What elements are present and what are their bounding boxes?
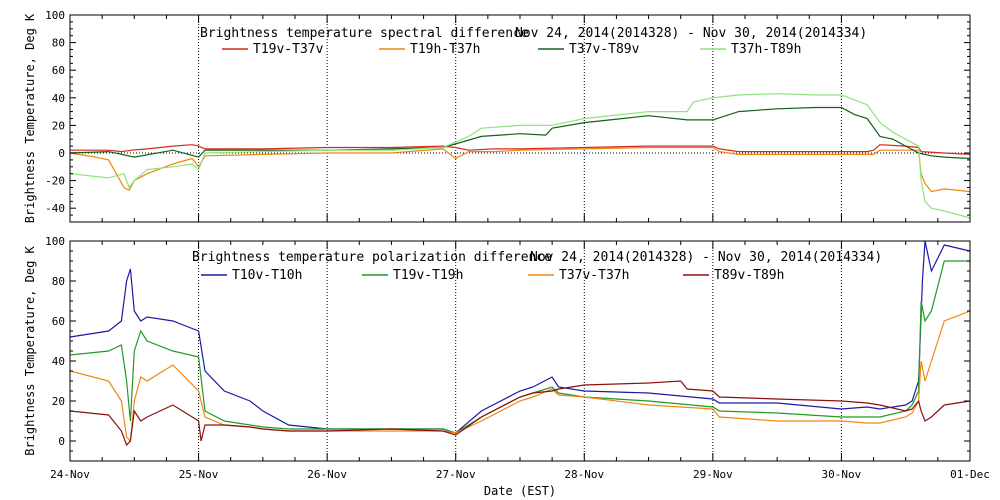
spectral-series-line-t19v-t37v	[70, 144, 970, 155]
polarization-series-line-t10v-t10h	[70, 241, 970, 434]
spectral-legend-label: T37h-T89h	[731, 42, 801, 57]
x-tick-label: 25-Nov	[179, 468, 219, 481]
spectral-legend: T19v-T37v T19h-T37h T37v-T89v T37h-T89h	[222, 42, 801, 57]
x-tick-label: 27-Nov	[436, 468, 476, 481]
spectral-ytick-label: 80	[52, 37, 65, 50]
spectral-legend-label: T19h-T37h	[410, 42, 480, 57]
polarization-panel-title: Brightness temperature polarization diff…	[192, 250, 552, 265]
polarization-legend-label: T89v-T89h	[714, 268, 784, 283]
polarization-ytick-label: 80	[52, 275, 65, 288]
x-axis-tick-labels: 24-Nov 25-Nov 26-Nov 27-Nov 28-Nov 29-Nov 30-N…	[50, 468, 990, 481]
spectral-series-line-t19h-t37h	[70, 146, 970, 193]
polarization-legend-label: T10v-T10h	[232, 268, 302, 283]
spectral-plot-frame	[69, 14, 971, 223]
x-tick-label: 30-Nov	[822, 468, 862, 481]
spectral-ytick-label: 0	[58, 147, 65, 160]
polarization-y-axis-label: Brightness Temperature, Deg K	[23, 245, 37, 455]
polarization-series-line-t19v-t19h	[70, 260, 970, 434]
polarization-ytick-label: 20	[52, 395, 65, 408]
spectral-series-line-t37h-t89h	[70, 93, 970, 219]
polarization-legend-label: T19v-T19h	[393, 268, 463, 283]
polarization-ytick-label: 0	[58, 435, 65, 448]
x-tick-label: 26-Nov	[307, 468, 347, 481]
polarization-panel: 0 20 40 60 80 100 Brightness temperature pola…	[23, 235, 971, 462]
polarization-ytick-label: 100	[45, 235, 65, 248]
x-axis-title: Date (EST)	[484, 484, 556, 498]
x-tick-label: 29-Nov	[693, 468, 733, 481]
spectral-legend-label: T37v-T89v	[569, 42, 640, 57]
spectral-ytick-label: 40	[52, 92, 65, 105]
polarization-series-line-t89v-t89h	[70, 380, 970, 447]
x-tick-label: 28-Nov	[564, 468, 604, 481]
spectral-ytick-label: -20	[45, 175, 65, 188]
spectral-ytick-label: -40	[45, 202, 65, 215]
spectral-y-axis-label: Brightness Temperature, Deg K	[23, 13, 37, 223]
spectral-ytick-label: 100	[45, 9, 65, 22]
x-tick-label: 01-Dec	[950, 468, 990, 481]
spectral-ytick-label: 20	[52, 119, 65, 132]
polarization-panel-date-range: Nov 24, 2014(2014328) - Nov 30, 2014(201…	[530, 250, 882, 265]
polarization-ytick-label: 60	[52, 315, 65, 328]
polarization-plot-frame	[69, 240, 971, 462]
spectral-panel-date-range: Nov 24, 2014(2014328) - Nov 30, 2014(201…	[515, 26, 867, 41]
polarization-ytick-label: 40	[52, 355, 65, 368]
polarization-series-line-t37v-t37h	[70, 310, 970, 443]
spectral-panel-title: Brightness temperature spectral differen…	[200, 26, 529, 41]
x-tick-label: 24-Nov	[50, 468, 90, 481]
polarization-legend-label: T37v-T37h	[559, 268, 629, 283]
spectral-panel: -40 -20 0 20 40 60 80 100 Brightness temperatur…	[23, 9, 971, 223]
spectral-series-line-t37v-t89v	[70, 106, 970, 160]
spectral-ytick-label: 60	[52, 64, 65, 77]
spectral-legend-label: T19v-T37v	[253, 42, 324, 57]
polarization-legend: T10v-T10h T19v-T19h T37v-T37h T89v-T89h	[201, 268, 784, 283]
